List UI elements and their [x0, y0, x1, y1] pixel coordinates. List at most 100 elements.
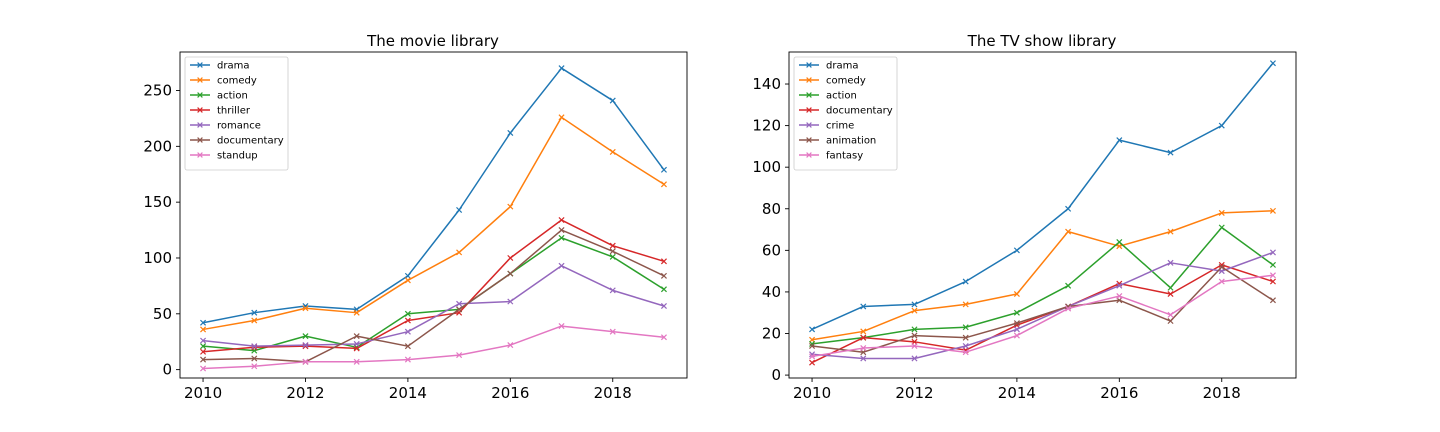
data-point-documentary [809, 359, 816, 366]
series-line-standup [203, 325, 665, 370]
data-point-animation [1269, 297, 1276, 304]
data-point-fantasy [911, 342, 918, 350]
data-point-standup [302, 358, 309, 365]
chart-title: The movie library [366, 32, 499, 50]
x-tick-label: 2014 [389, 384, 427, 402]
legend-marker [197, 137, 203, 143]
data-point-standup [558, 323, 565, 330]
data-point-fantasy [809, 353, 816, 360]
y-tick-label: 20 [762, 325, 781, 343]
data-point-documentary [1218, 261, 1225, 268]
data-point-action [1013, 309, 1020, 316]
legend-label: documentary [217, 136, 284, 147]
data-point-romance [609, 287, 616, 294]
data-point-romance [200, 337, 207, 344]
data-point-fantasy [1269, 272, 1276, 279]
legend-label: animation [826, 136, 876, 147]
data-point-action [660, 286, 667, 293]
legend-marker [806, 122, 812, 128]
legend-box [793, 56, 898, 171]
legend-box [184, 56, 289, 171]
data-point-comedy [302, 305, 309, 312]
data-point-drama [660, 166, 667, 173]
data-point-action [1116, 239, 1123, 246]
data-point-animation [809, 342, 816, 350]
data-point-standup [251, 363, 258, 370]
data-point-crime [962, 342, 969, 350]
legend-marker [197, 92, 203, 98]
data-point-comedy [660, 181, 667, 188]
series-line-comedy [811, 210, 1273, 341]
y-tick-label: 200 [143, 137, 172, 155]
legend-label: documentary [826, 106, 893, 117]
data-point-comedy [404, 277, 411, 284]
tv-show-library-chart: The TV show library 2010 2012 2014 2016 2018… [752, 32, 1297, 402]
data-point-standup [507, 342, 514, 349]
data-point-drama [1065, 205, 1072, 212]
data-point-comedy [609, 148, 616, 155]
data-point-crime [1013, 326, 1020, 333]
series-comedy [200, 114, 667, 333]
x-tick-label: 2012 [286, 384, 324, 402]
legend: drama comedy action thriller romance document… [184, 56, 289, 171]
series-documentary [809, 261, 1276, 366]
data-point-romance [302, 342, 309, 349]
data-point-crime [1167, 259, 1174, 266]
legend-marker [806, 77, 812, 83]
legend-marker [197, 122, 203, 128]
data-point-drama [911, 301, 918, 308]
y-tick-label: 80 [762, 200, 781, 218]
x-tick-label: 2016 [1100, 384, 1138, 402]
series-action [809, 224, 1276, 347]
data-point-drama [558, 65, 565, 72]
data-point-romance [353, 340, 360, 347]
legend-marker [197, 152, 203, 158]
data-point-drama [1116, 137, 1123, 144]
x-tick-label: 2010 [184, 384, 222, 402]
data-point-documentary [456, 306, 463, 313]
data-point-romance [456, 300, 463, 307]
plot-frame [788, 51, 1297, 379]
data-point-crime [1116, 282, 1123, 289]
data-point-animation [962, 334, 969, 341]
legend-label: action [826, 91, 857, 102]
data-point-romance [558, 262, 565, 269]
legend-label: standup [217, 151, 258, 162]
data-point-thriller [353, 345, 360, 352]
chart-title: The TV show library [967, 32, 1117, 50]
y-tick-label: 100 [143, 249, 172, 267]
data-point-animation [1218, 263, 1225, 271]
data-point-action [1218, 224, 1225, 231]
y-tick-label: 120 [752, 117, 781, 135]
data-point-thriller [404, 317, 411, 324]
y-tick-label: 50 [153, 305, 172, 323]
series-action [200, 234, 667, 354]
series-documentary [200, 227, 667, 365]
legend-label: drama [826, 61, 858, 72]
data-point-standup [200, 365, 207, 372]
data-point-action [404, 310, 411, 317]
data-point-documentary [860, 334, 867, 341]
series-line-animation [811, 266, 1274, 353]
data-point-drama [200, 319, 207, 326]
data-point-drama [1218, 122, 1225, 129]
data-point-comedy [558, 114, 565, 121]
data-point-fantasy [1065, 305, 1072, 312]
x-tick-label: 2014 [998, 384, 1036, 402]
data-point-standup [660, 334, 667, 341]
data-point-crime [911, 355, 918, 362]
data-point-documentary [251, 355, 258, 362]
series-comedy [809, 207, 1276, 343]
data-point-drama [456, 206, 463, 214]
data-point-standup [404, 356, 411, 363]
data-point-comedy [1269, 207, 1276, 214]
legend-label: drama [217, 61, 249, 72]
data-point-standup [353, 358, 360, 365]
data-point-drama [404, 272, 411, 279]
legend-marker [806, 152, 812, 158]
data-point-action [200, 343, 207, 350]
data-point-drama [962, 278, 969, 285]
data-point-comedy [911, 307, 918, 314]
legend-marker [197, 62, 203, 68]
series-drama [200, 65, 667, 326]
